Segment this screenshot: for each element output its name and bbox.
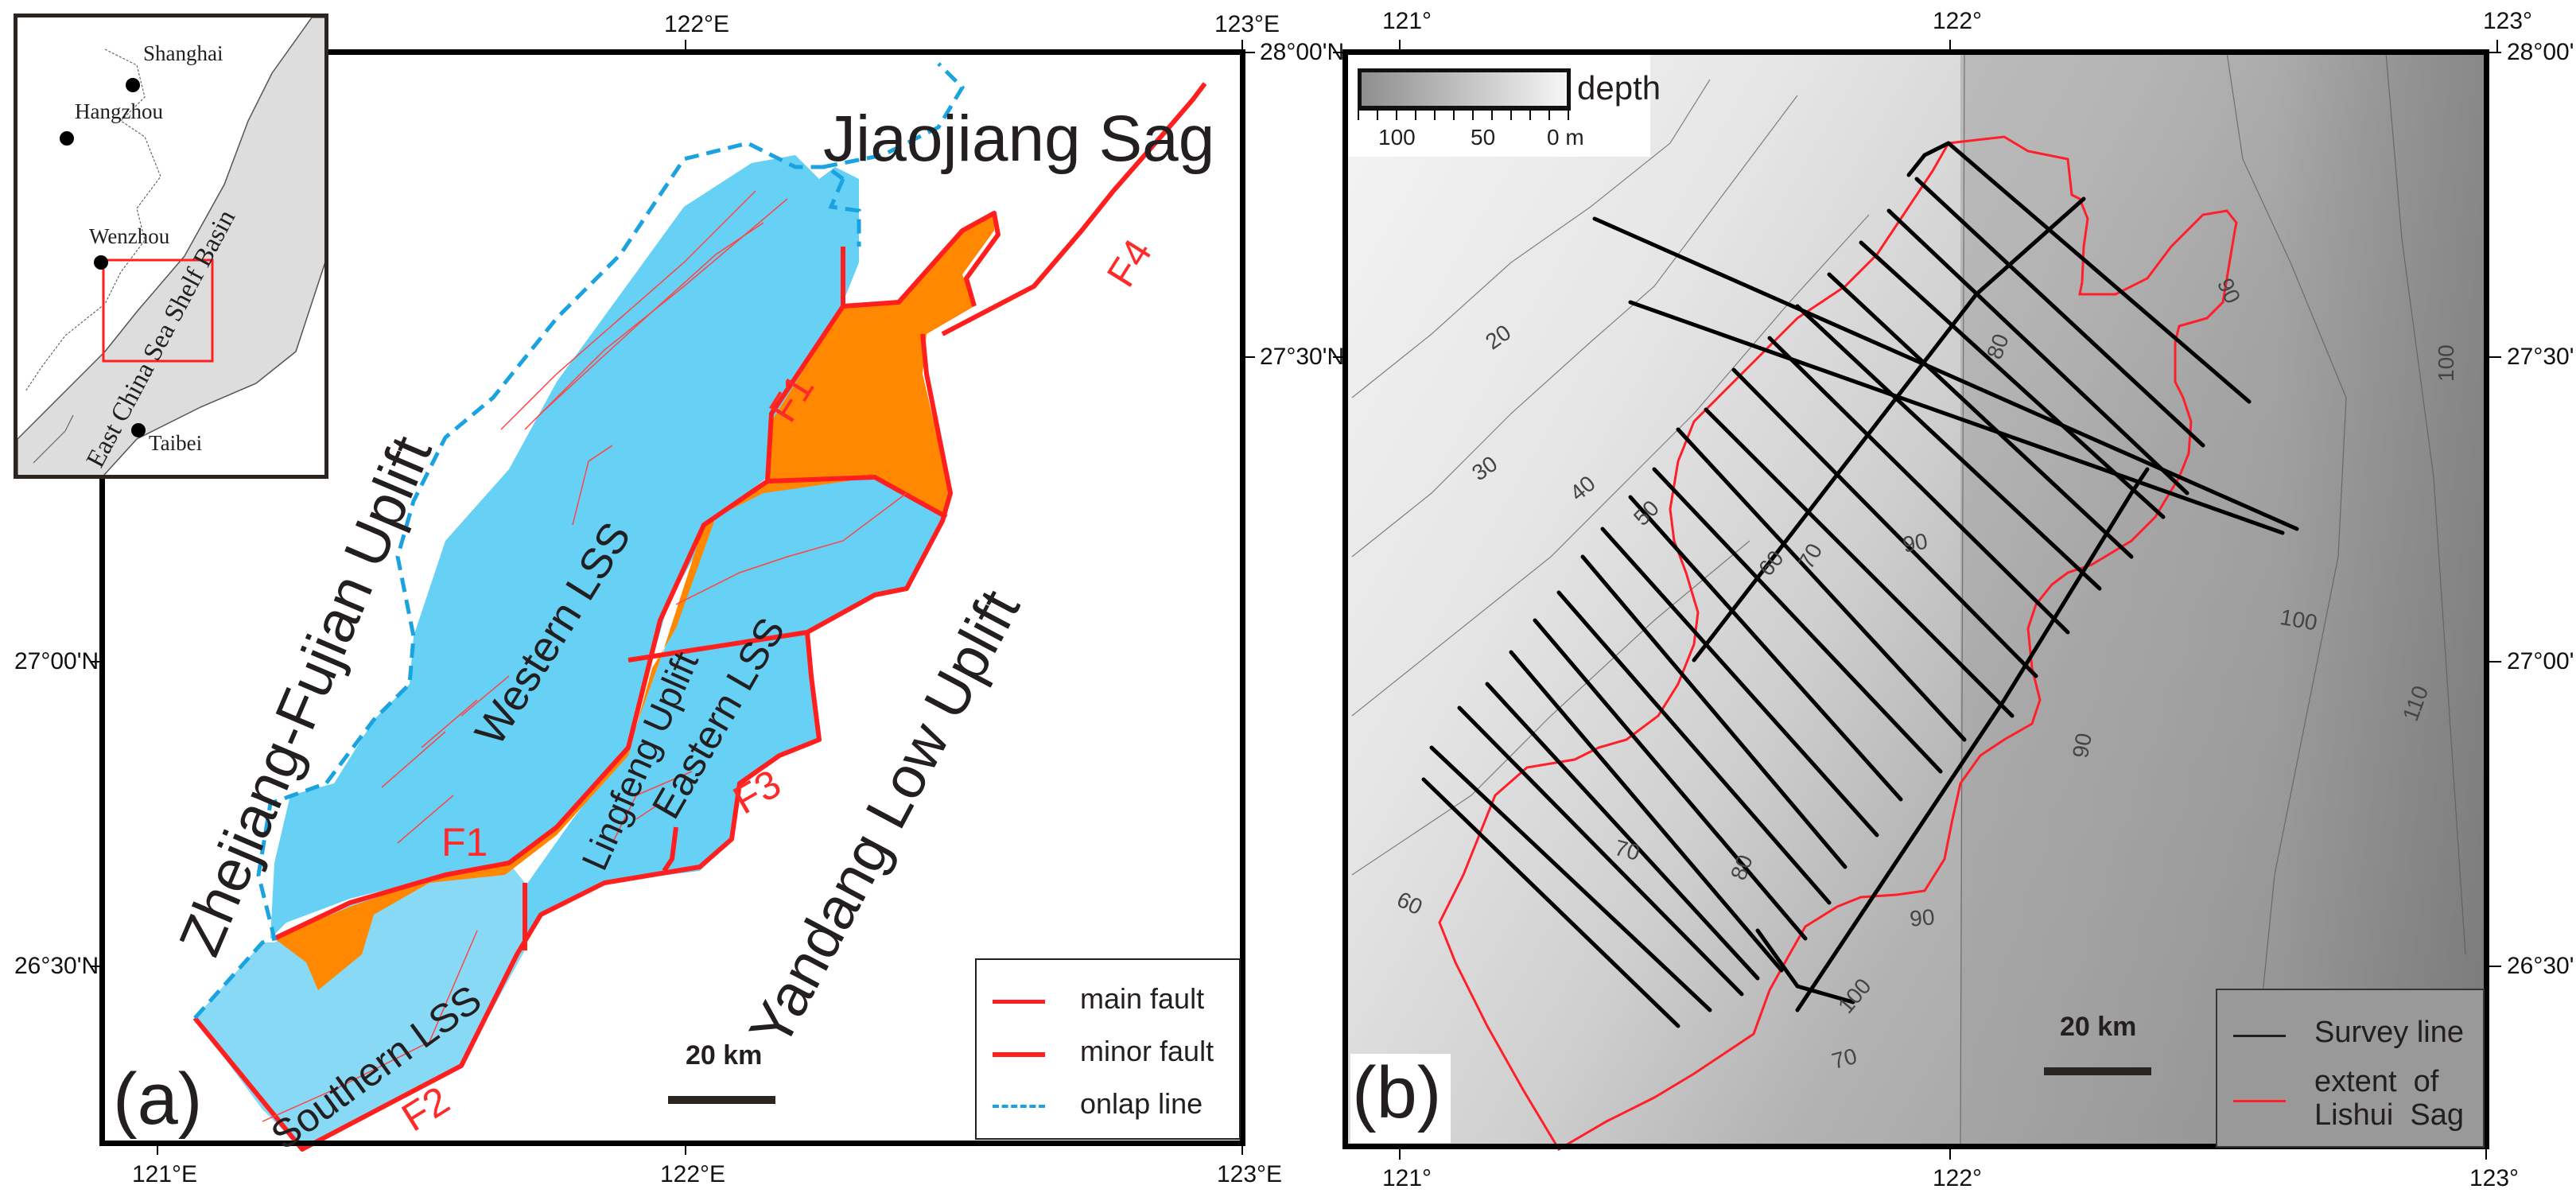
inset-map: Shanghai Hangzhou Wenzhou Taibei East Ch…: [14, 14, 328, 479]
legend-label: onlap line: [1080, 1087, 1203, 1120]
southern-lss-area: [195, 863, 525, 1149]
panel-letter-a: (a): [113, 1059, 203, 1140]
inset-study-area: [102, 258, 214, 363]
inset-city-hangzhou: Hangzhou: [75, 99, 163, 123]
panel-letter-b: (b): [1352, 1052, 1442, 1133]
legend-label: extent of: [2314, 1065, 2439, 1098]
contour-label-90-se: 90: [1909, 904, 1936, 931]
inset-city-taibei: Taibei: [149, 431, 203, 455]
x-tick-122-bottom-b: 122°: [1933, 1165, 1983, 1191]
depth-colorbar: [1358, 68, 1571, 110]
x-tick-123-bottom: 123°E: [1217, 1161, 1283, 1187]
y-tick-28-00-mid: 28°00'N: [1260, 39, 1345, 65]
legend-label: minor fault: [1080, 1035, 1214, 1067]
lingfeng-uplift-area: [274, 211, 994, 990]
y-tick-27-30-mid: 27°30'N: [1260, 344, 1345, 370]
main-faults: [192, 82, 1207, 1152]
survey-line-swatch: [2233, 1035, 2286, 1037]
x-tick-122-top: 122°E: [664, 11, 730, 37]
y-tick-28-00-right-b: 28°00': [2507, 39, 2574, 65]
depth-title: depth: [1577, 69, 1661, 107]
contour-label-100-e: 100: [2434, 344, 2458, 382]
onlap-lines: [193, 62, 966, 1020]
depth-tick-0m: 0 m: [1547, 125, 1584, 150]
contour-label-90: 90: [1901, 528, 1930, 558]
y-tick-26-30-right-b: 26°30': [2507, 953, 2574, 979]
y-tick-27-00-right-b: 27°00': [2507, 648, 2574, 674]
western-lss-area: [270, 155, 859, 938]
legend-a: main fault minor fault onlap line: [975, 958, 1241, 1140]
y-tick-27-30-right-b: 27°30': [2507, 344, 2574, 370]
eastern-lss-area: [525, 477, 946, 946]
legend-label: Survey line: [2314, 1016, 2464, 1049]
label-jiaojiang-sag: Jiaojiang Sag: [823, 103, 1215, 175]
legend-label-line2: Lishui Sag: [2314, 1098, 2465, 1132]
x-tick-121-bottom-b: 121°: [1382, 1165, 1432, 1191]
x-tick-122-top-b: 122°: [1933, 8, 1983, 34]
scale-bar-label-a: 20 km: [686, 1040, 763, 1071]
x-tick-121-bottom: 121°E: [132, 1161, 198, 1187]
panel-letter-b-bg: [1350, 1054, 1451, 1143]
survey-lines: [1421, 141, 2299, 1028]
y-tick-26-30-left: 26°30'N: [14, 953, 99, 979]
label-fault-f1-lower: F1: [441, 820, 488, 865]
x-tick-123-bottom-b: 123°: [2469, 1165, 2520, 1191]
inset-city-shanghai: Shanghai: [143, 41, 223, 65]
panel-b-frame: [1342, 49, 2489, 1149]
minor-fault-swatch: [993, 1052, 1045, 1057]
onlap-line-swatch: [993, 1105, 1045, 1108]
contour-label-90-c: 90: [2068, 731, 2096, 760]
depth-colorbar-panel: depth 100 50 0 m: [1348, 55, 1661, 157]
x-tick-123-top: 123°E: [1214, 11, 1280, 37]
minor-faults: [262, 190, 907, 1122]
x-tick-122-bottom: 122°E: [660, 1161, 726, 1187]
x-tick-121-top-b: 121°: [1382, 8, 1432, 34]
scale-bar-a: [668, 1096, 775, 1104]
depth-tick-50: 50: [1471, 125, 1496, 150]
scale-bar-label-b: 20 km: [2060, 1012, 2137, 1042]
panel-a-frame: [99, 49, 1245, 1146]
lishui-extent-swatch: [2233, 1100, 2286, 1102]
legend-label: main fault: [1080, 982, 1205, 1015]
inset-basin-shape: [17, 17, 324, 475]
y-tick-27-00-left: 27°00'N: [14, 648, 99, 674]
legend-b: Survey line extent of Lishui Sag: [2216, 989, 2485, 1148]
depth-colorbar-ticks: [1358, 109, 1571, 120]
x-tick-123-top-b: 123°: [2483, 8, 2533, 34]
inset-city-wenzhou: Wenzhou: [89, 224, 170, 248]
lishui-sag-extent: [1438, 135, 2238, 1152]
depth-tick-100: 100: [1378, 125, 1416, 150]
main-fault-swatch: [993, 1000, 1045, 1004]
scale-bar-b: [2044, 1067, 2151, 1075]
bathymetry-shelf-step: [1960, 52, 2486, 1146]
